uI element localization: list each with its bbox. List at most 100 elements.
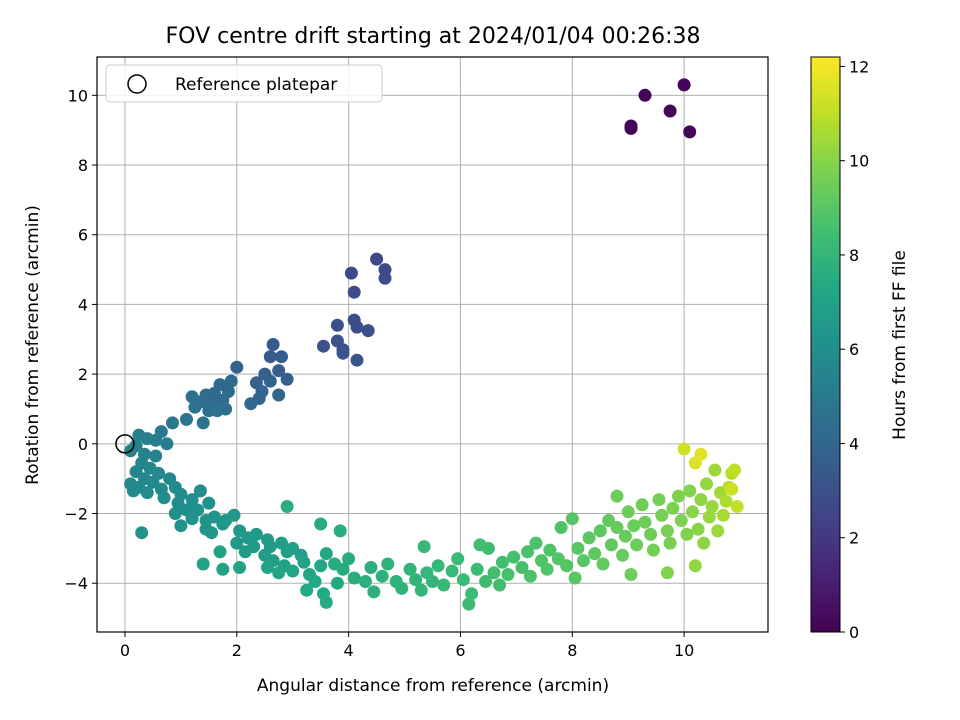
data-point: [495, 555, 509, 569]
data-point: [456, 573, 470, 587]
data-point: [445, 564, 459, 578]
data-point: [624, 119, 638, 133]
colorbar: 0 2 4 6 8 10 12 Hours from first FF file: [810, 56, 910, 642]
data-point: [272, 566, 286, 580]
data-point: [663, 536, 677, 550]
legend: Reference platepar: [105, 64, 383, 103]
data-point: [588, 547, 602, 561]
data-point: [610, 489, 624, 503]
data-point: [280, 372, 294, 386]
data-point: [364, 561, 378, 574]
y-tick-label: 10: [68, 86, 88, 105]
data-point: [358, 575, 372, 588]
plot-frame: [96, 56, 769, 633]
data-point: [462, 597, 476, 611]
data-point: [677, 78, 691, 92]
data-point: [266, 338, 280, 351]
y-tick-label: 4: [78, 295, 88, 314]
data-point: [493, 578, 507, 592]
data-point: [568, 571, 582, 585]
data-point: [666, 501, 680, 515]
data-point: [719, 494, 733, 508]
x-tick-label: 10: [674, 641, 694, 660]
data-point: [263, 374, 277, 388]
data-point: [333, 524, 347, 538]
data-point: [716, 508, 730, 522]
data-point: [297, 555, 311, 569]
data-point: [521, 545, 535, 559]
data-point: [711, 524, 725, 538]
data-point: [431, 559, 445, 573]
data-point: [708, 463, 722, 477]
data-point: [694, 447, 708, 461]
data-point: [205, 526, 219, 540]
data-point: [180, 412, 193, 426]
data-point: [286, 564, 300, 578]
data-point: [655, 508, 669, 522]
data-point: [185, 512, 199, 526]
legend-entry-reference-platepar: Reference platepar: [175, 75, 337, 95]
data-point: [375, 569, 389, 583]
data-point: [451, 552, 465, 566]
data-point: [314, 559, 328, 573]
data-point: [370, 252, 384, 266]
data-point: [529, 536, 543, 550]
data-point: [188, 400, 202, 414]
data-point: [317, 339, 330, 353]
data-point: [644, 527, 658, 541]
data-point: [314, 517, 328, 531]
data-point: [660, 524, 674, 538]
data-point: [621, 505, 635, 519]
data-point: [216, 562, 230, 576]
data-point: [193, 484, 207, 498]
colorbar-tick-label: 0: [849, 623, 859, 642]
data-point: [202, 496, 216, 510]
data-point: [686, 505, 699, 519]
data-point: [638, 515, 652, 529]
y-tick-label: 0: [78, 435, 88, 454]
data-point: [409, 573, 423, 587]
data-point: [361, 324, 375, 338]
data-point: [185, 390, 199, 404]
data-point: [126, 484, 140, 498]
chart-title: FOV centre drift starting at 2024/01/04 …: [166, 24, 701, 49]
data-point: [140, 486, 154, 500]
data-point: [660, 566, 674, 580]
data-point: [168, 507, 182, 520]
colorbar-tick-label: 4: [849, 434, 859, 453]
data-point: [244, 397, 258, 411]
data-point: [263, 350, 277, 364]
colorbar-tick-label: 2: [849, 529, 859, 548]
data-point: [395, 581, 409, 595]
data-point: [210, 404, 224, 418]
colorbar-ticks: 0 2 4 6 8 10 12: [840, 57, 869, 642]
data-point: [691, 522, 705, 536]
data-point: [344, 266, 358, 280]
data-point: [166, 416, 179, 430]
data-point: [596, 557, 610, 571]
data-point: [224, 374, 238, 388]
colorbar-label: Hours from first FF file: [890, 250, 910, 440]
data-point: [336, 346, 350, 360]
data-point: [414, 583, 428, 597]
x-axis-ticks: 0 2 4 6 8 10: [120, 632, 694, 660]
data-point: [261, 561, 274, 574]
data-point: [540, 562, 554, 576]
data-point: [543, 543, 557, 557]
data-point: [627, 519, 641, 533]
data-point: [694, 493, 708, 507]
data-point: [249, 527, 263, 541]
data-point: [523, 569, 537, 583]
data-point: [135, 526, 149, 540]
legend-marker: [127, 74, 147, 94]
colorbar-tick-label: 10: [849, 152, 869, 171]
data-point: [185, 493, 199, 507]
data-point: [515, 561, 529, 574]
x-tick-label: 4: [344, 641, 354, 660]
y-tick-label: 8: [78, 156, 88, 175]
data-point: [593, 524, 607, 538]
data-point: [213, 545, 227, 559]
y-tick-label: 6: [78, 226, 88, 245]
data-point: [683, 484, 697, 498]
